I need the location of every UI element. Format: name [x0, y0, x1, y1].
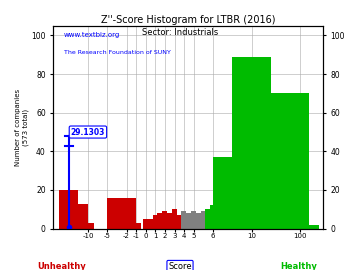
Title: Z''-Score Histogram for LTBR (2016): Z''-Score Histogram for LTBR (2016): [101, 15, 275, 25]
Text: Unhealthy: Unhealthy: [37, 262, 86, 270]
Bar: [59, 190, 78, 229]
Bar: [253, 211, 258, 229]
Bar: [213, 157, 233, 229]
Bar: [233, 57, 271, 229]
Bar: [220, 205, 225, 229]
Text: Score: Score: [168, 262, 192, 270]
Bar: [153, 215, 157, 229]
Bar: [258, 213, 263, 229]
Bar: [136, 223, 141, 229]
Bar: [177, 215, 181, 229]
Bar: [196, 213, 201, 229]
Bar: [143, 219, 148, 229]
Bar: [201, 211, 206, 229]
Text: The Research Foundation of SUNY: The Research Foundation of SUNY: [64, 50, 171, 55]
Bar: [206, 209, 210, 229]
Bar: [225, 207, 230, 229]
Bar: [172, 209, 177, 229]
Bar: [88, 223, 94, 229]
Bar: [162, 211, 167, 229]
Text: 29.1303: 29.1303: [71, 127, 105, 137]
Bar: [309, 225, 319, 229]
Bar: [157, 213, 162, 229]
Text: www.textbiz.org: www.textbiz.org: [64, 32, 121, 38]
Bar: [191, 211, 196, 229]
Bar: [167, 213, 172, 229]
Bar: [263, 211, 268, 229]
Text: Sector: Industrials: Sector: Industrials: [142, 28, 218, 37]
Bar: [271, 93, 309, 229]
Bar: [127, 198, 136, 229]
Bar: [239, 205, 244, 229]
Bar: [107, 198, 127, 229]
Bar: [215, 211, 220, 229]
Bar: [148, 219, 153, 229]
Text: Healthy: Healthy: [280, 262, 317, 270]
Bar: [230, 209, 234, 229]
Bar: [268, 213, 273, 229]
Bar: [210, 205, 215, 229]
Bar: [181, 211, 186, 229]
Bar: [186, 213, 191, 229]
Bar: [249, 209, 253, 229]
Bar: [234, 204, 239, 229]
Bar: [78, 204, 88, 229]
Bar: [244, 207, 249, 229]
Y-axis label: Number of companies
(573 total): Number of companies (573 total): [15, 89, 28, 166]
